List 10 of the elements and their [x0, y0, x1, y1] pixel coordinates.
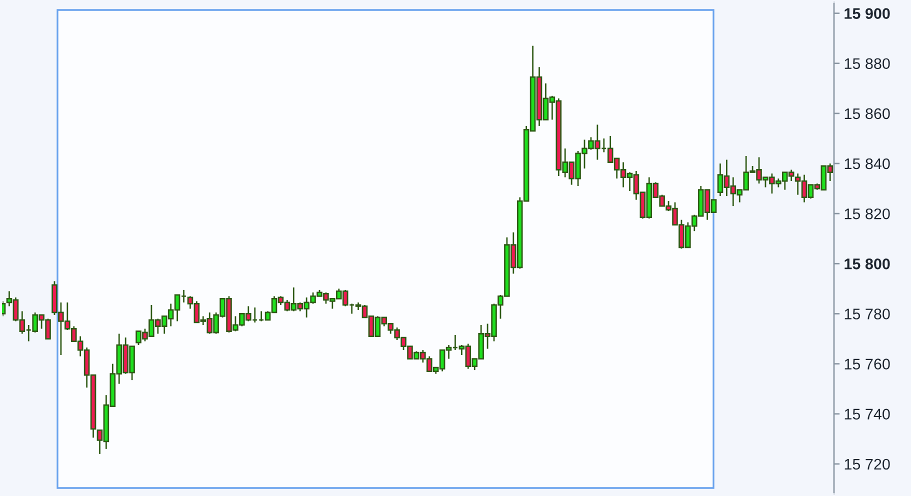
y-tick-label: 15 860 [844, 108, 890, 120]
y-tick-label: 15 760 [844, 358, 890, 370]
y-tick-label: 15 900 [844, 8, 890, 19]
y-tick-label: 15 800 [844, 258, 890, 270]
y-tick-label: 15 740 [844, 408, 890, 420]
y-tick-label: 15 820 [844, 208, 890, 220]
y-tick-label: 15 720 [844, 458, 890, 470]
y-tick-label: 15 880 [844, 58, 890, 70]
y-tick-label: 15 840 [844, 158, 890, 170]
y-tick-label: 15 780 [844, 308, 890, 320]
